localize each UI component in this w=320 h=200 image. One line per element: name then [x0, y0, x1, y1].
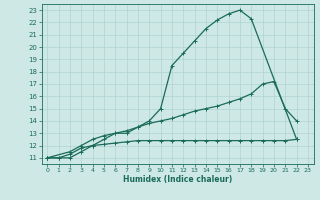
X-axis label: Humidex (Indice chaleur): Humidex (Indice chaleur) [123, 175, 232, 184]
